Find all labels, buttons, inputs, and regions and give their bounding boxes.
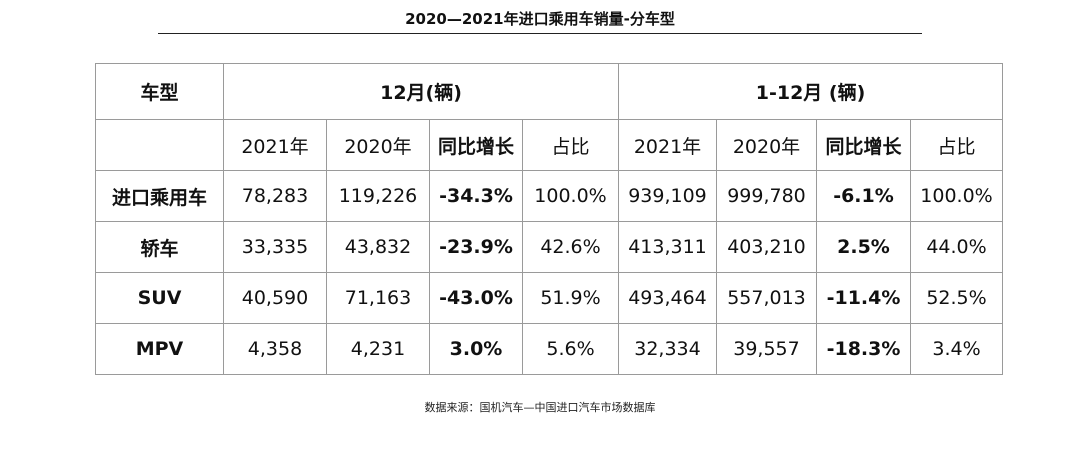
cell-month-yoy: 3.0% [429,323,523,375]
table-row: 轿车 33,335 43,832 -23.9% 42.6% 413,311 403,210 2… [95,221,1004,273]
cell-ytd-share: 3.4% [909,323,1004,375]
table-title: 2020—2021年进口乘用车销量-分车型 [405,10,675,28]
cell-month-2021: 40,590 [223,272,327,324]
cell-ytd-yoy: -6.1% [816,170,911,222]
cell-ytd-2021: 493,464 [618,272,717,324]
cell-model: 进口乘用车 [95,170,224,222]
cell-month-2021: 33,335 [223,221,327,273]
header-row-groups: 车型 12月(辆) 1-12月 (辆) [95,63,1004,120]
cell-month-yoy: -43.0% [429,272,523,324]
table-row: MPV 4,358 4,231 3.0% 5.6% 32,334 39,557 -18.3% 3… [95,323,1004,375]
cell-month-share: 100.0% [522,170,619,222]
cell-ytd-yoy: 2.5% [816,221,911,273]
header-col-share-month: 占比 [522,119,619,171]
header-col-yoy-month: 同比增长 [429,119,523,171]
header-blank [95,119,224,171]
header-model: 车型 [95,63,224,120]
cell-month-share: 51.9% [522,272,619,324]
cell-month-yoy: -34.3% [429,170,523,222]
cell-month-yoy: -23.9% [429,221,523,273]
header-group-month: 12月(辆) [223,63,619,120]
cell-ytd-share: 100.0% [909,170,1004,222]
header-group-ytd: 1-12月 (辆) [617,63,1004,120]
cell-month-2021: 78,283 [223,170,327,222]
cell-month-share: 5.6% [522,323,619,375]
cell-month-2020: 71,163 [326,272,430,324]
cell-model: 轿车 [95,221,224,273]
header-col-share-ytd: 占比 [909,119,1004,171]
cell-ytd-share: 52.5% [909,272,1004,324]
cell-ytd-2020: 403,210 [716,221,817,273]
cell-ytd-2020: 999,780 [716,170,817,222]
cell-ytd-2020: 39,557 [716,323,817,375]
cell-month-2020: 43,832 [326,221,430,273]
cell-month-2020: 4,231 [326,323,430,375]
cell-ytd-share: 44.0% [909,221,1004,273]
cell-model: MPV [95,323,224,375]
cell-month-2020: 119,226 [326,170,430,222]
header-row-columns: 2021年 2020年 同比增长 占比 2021年 2020年 同比增长 占比 [95,119,1004,171]
header-col-2020-month: 2020年 [326,119,430,171]
cell-ytd-2020: 557,013 [716,272,817,324]
cell-ytd-yoy: -18.3% [816,323,911,375]
cell-model: SUV [95,272,224,324]
header-col-2020-ytd: 2020年 [716,119,817,171]
header-col-yoy-ytd: 同比增长 [816,119,911,171]
cell-month-share: 42.6% [522,221,619,273]
title-underline [158,33,922,34]
sales-table: 车型 12月(辆) 1-12月 (辆) 2021年 2020年 同比增长 占比 … [95,63,1004,375]
cell-month-2021: 4,358 [223,323,327,375]
table-row: SUV 40,590 71,163 -43.0% 51.9% 493,464 557,013… [95,272,1004,324]
cell-ytd-2021: 413,311 [618,221,717,273]
header-col-2021-ytd: 2021年 [618,119,717,171]
table-row: 进口乘用车 78,283 119,226 -34.3% 100.0% 939,109 999… [95,170,1004,222]
data-source-note: 数据来源：国机汽车—中国进口汽车市场数据库 [424,401,656,414]
header-col-2021-month: 2021年 [223,119,327,171]
cell-ytd-yoy: -11.4% [816,272,911,324]
cell-ytd-2021: 32,334 [618,323,717,375]
cell-ytd-2021: 939,109 [618,170,717,222]
